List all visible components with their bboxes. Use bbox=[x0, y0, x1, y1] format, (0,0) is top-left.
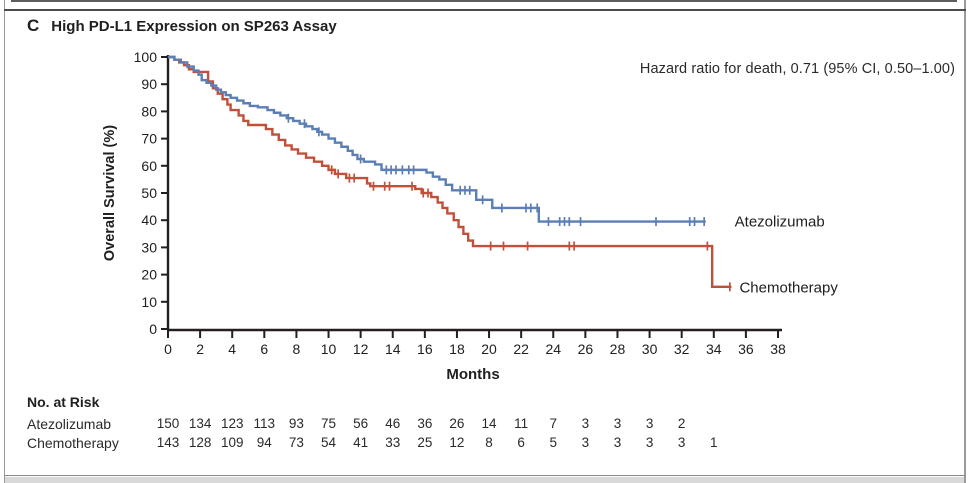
risk-value: 7 bbox=[549, 416, 557, 431]
x-tick-label: 2 bbox=[196, 341, 204, 357]
y-tick-label: 60 bbox=[141, 158, 157, 174]
x-tick-label: 18 bbox=[449, 341, 465, 357]
risk-value: 3 bbox=[677, 435, 686, 450]
x-tick-label: 0 bbox=[164, 341, 172, 357]
x-tick-label: 16 bbox=[417, 341, 433, 357]
risk-value: 25 bbox=[417, 435, 433, 450]
risk-value: 3 bbox=[613, 416, 622, 431]
panel-letter: C bbox=[27, 16, 40, 35]
risk-value: 14 bbox=[481, 416, 497, 431]
panel-bottom-border bbox=[4, 475, 966, 476]
risk-value: 93 bbox=[288, 416, 304, 431]
risk-value: 56 bbox=[353, 416, 369, 431]
risk-value: 2 bbox=[677, 416, 686, 431]
risk-row-label-atezolizumab: Atezolizumab bbox=[27, 416, 112, 432]
risk-value: 8 bbox=[485, 435, 493, 450]
y-tick-label: 80 bbox=[141, 103, 157, 119]
risk-value: 36 bbox=[417, 416, 433, 431]
x-tick-label: 34 bbox=[706, 341, 722, 357]
risk-value: 134 bbox=[188, 416, 212, 431]
risk-value: 3 bbox=[581, 435, 590, 450]
figure-frame-right bbox=[964, 0, 966, 483]
y-tick-label: 90 bbox=[141, 76, 157, 92]
y-tick-label: 10 bbox=[141, 294, 157, 310]
figure-frame-left bbox=[4, 0, 5, 483]
survival-curve-chemotherapy bbox=[168, 55, 732, 289]
risk-value: 11 bbox=[514, 416, 529, 431]
y-tick-label: 0 bbox=[149, 321, 157, 337]
x-tick-label: 28 bbox=[610, 341, 626, 357]
risk-value: 12 bbox=[449, 435, 465, 450]
risk-value: 3 bbox=[581, 416, 590, 431]
risk-value: 3 bbox=[645, 435, 654, 450]
risk-value: 5 bbox=[549, 435, 557, 450]
series-label-atezolizumab: Atezolizumab bbox=[735, 214, 825, 231]
previous-panel-bottom-border bbox=[11, 0, 957, 2]
x-tick-label: 4 bbox=[228, 341, 236, 357]
next-panel-strip bbox=[5, 477, 964, 483]
x-tick-label: 30 bbox=[642, 341, 658, 357]
risk-value: 33 bbox=[385, 435, 401, 450]
x-tick-label: 10 bbox=[321, 341, 337, 357]
y-tick-label: 100 bbox=[134, 49, 158, 65]
risk-value: 3 bbox=[645, 416, 654, 431]
y-tick-label: 30 bbox=[141, 239, 157, 255]
panel-top-border bbox=[4, 9, 966, 11]
hazard-ratio-annotation: Hazard ratio for death, 0.71 (95% CI, 0.… bbox=[639, 61, 955, 77]
series-label-chemotherapy: Chemotherapy bbox=[739, 280, 838, 297]
x-tick-label: 20 bbox=[481, 341, 497, 357]
risk-row-label-chemotherapy: Chemotherapy bbox=[27, 435, 119, 451]
y-tick-label: 70 bbox=[141, 131, 157, 147]
x-axis-title: Months bbox=[446, 366, 500, 383]
x-tick-label: 32 bbox=[674, 341, 690, 357]
x-tick-label: 14 bbox=[385, 341, 401, 357]
panel-header: C High PD-L1 Expression on SP263 Assay bbox=[27, 16, 337, 36]
risk-value: 123 bbox=[220, 416, 244, 431]
panel-title: High PD-L1 Expression on SP263 Assay bbox=[51, 18, 337, 35]
x-tick-label: 22 bbox=[513, 341, 529, 357]
x-tick-label: 24 bbox=[545, 341, 561, 357]
y-tick-label: 40 bbox=[141, 212, 157, 228]
risk-value: 54 bbox=[321, 435, 337, 450]
x-tick-label: 26 bbox=[578, 341, 594, 357]
risk-value: 143 bbox=[156, 435, 180, 450]
risk-table-title: No. at Risk bbox=[27, 394, 100, 410]
x-tick-label: 38 bbox=[770, 341, 786, 357]
risk-value: 46 bbox=[385, 416, 401, 431]
risk-value: 94 bbox=[256, 435, 272, 450]
y-tick-label: 50 bbox=[141, 185, 157, 201]
risk-value: 41 bbox=[353, 435, 369, 450]
x-tick-label: 12 bbox=[353, 341, 369, 357]
survival-curve-atezolizumab bbox=[168, 55, 706, 223]
risk-value: 1 bbox=[710, 435, 718, 450]
risk-value: 3 bbox=[613, 435, 622, 450]
x-tick-label: 6 bbox=[260, 341, 268, 357]
risk-value: 26 bbox=[449, 416, 465, 431]
x-tick-label: 8 bbox=[293, 341, 301, 357]
risk-value: 109 bbox=[220, 435, 244, 450]
risk-value: 128 bbox=[188, 435, 212, 450]
risk-value: 73 bbox=[288, 435, 304, 450]
risk-value: 113 bbox=[253, 416, 276, 431]
y-tick-label: 20 bbox=[141, 267, 157, 283]
risk-value: 150 bbox=[156, 416, 180, 431]
risk-value: 6 bbox=[517, 435, 525, 450]
risk-value: 75 bbox=[321, 416, 337, 431]
x-tick-label: 36 bbox=[738, 341, 754, 357]
